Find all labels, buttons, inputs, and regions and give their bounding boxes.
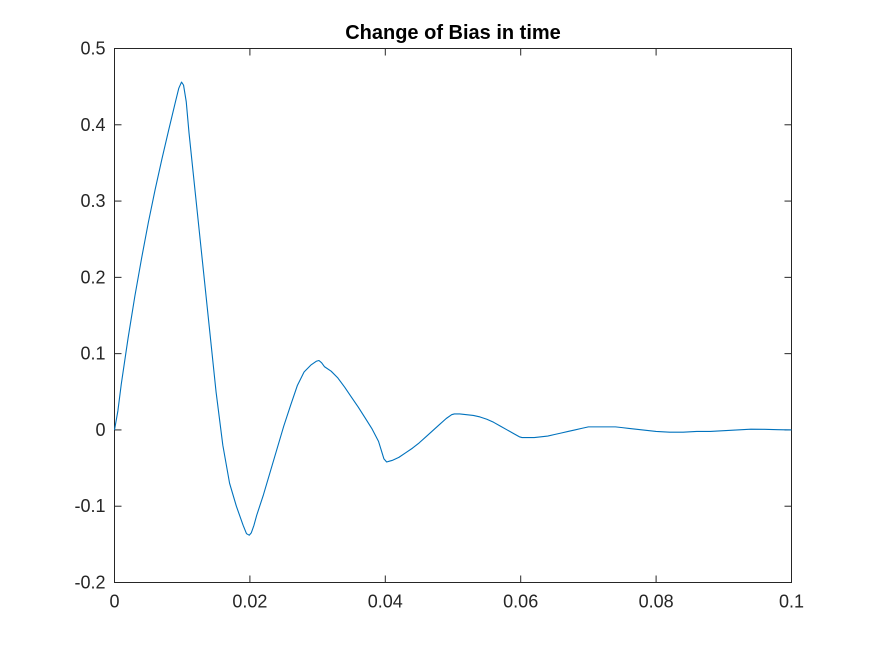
y-tick-label: -0.2 [74,573,105,593]
x-tick-label: 0 [109,592,119,612]
x-tick-label: 0.1 [779,592,804,612]
axes-box [114,48,792,583]
y-tick-label: 0.5 [80,39,105,59]
series-line [113,81,792,536]
y-tick-label: 0.4 [80,115,105,135]
x-tick-label: 0.04 [368,592,403,612]
series-group [113,81,792,536]
y-tick-label: 0.2 [80,267,105,287]
x-tick-label: 0.08 [639,592,674,612]
y-tick-label: 0.3 [80,191,105,211]
chart-title: Change of Bias in time [345,22,561,44]
y-tick-label: 0 [95,420,105,440]
tick-labels-group: 0 0.02 0.04 0.06 0.08 0.1 -0.2 -0.1 0 0.1 0.2 0.3 0.… [74,39,804,612]
x-tick-label: 0.06 [503,592,538,612]
y-tick-label: 0.1 [80,344,105,364]
y-tick-label: -0.1 [74,496,105,516]
x-tick-label: 0.02 [232,592,267,612]
